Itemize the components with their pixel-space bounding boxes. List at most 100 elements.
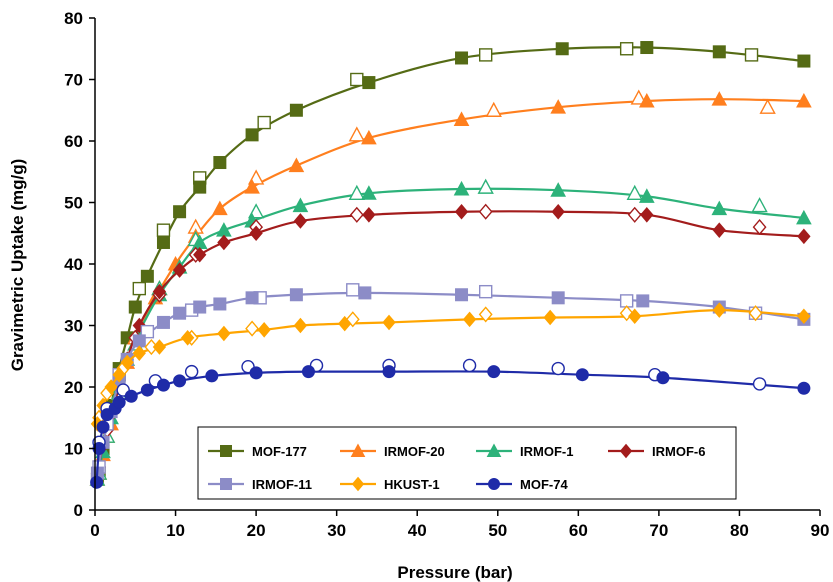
y-tick-label: 30 [64, 317, 83, 336]
adsorption-point [796, 92, 812, 108]
adsorption-point [796, 209, 812, 225]
desorption-point [132, 281, 147, 296]
legend-marker [220, 445, 232, 457]
desorption-point [485, 101, 502, 117]
legend-item: IRMOF-20 [340, 443, 445, 459]
adsorption-point [288, 157, 305, 173]
adsorption-point [245, 291, 259, 305]
adsorption-point [543, 309, 557, 326]
adsorption-point [289, 103, 303, 117]
adsorption-point [711, 200, 728, 216]
adsorption-point [120, 354, 134, 371]
series-mof-74 [90, 358, 811, 489]
adsorption-point [193, 247, 207, 263]
adsorption-point [249, 366, 263, 380]
adsorption-point [173, 205, 187, 219]
adsorption-point [249, 225, 263, 242]
adsorption-point [551, 291, 565, 305]
legend-label: MOF-177 [252, 444, 307, 459]
adsorption-point [638, 92, 655, 108]
legend-item: HKUST-1 [340, 476, 440, 492]
y-tick-label: 60 [64, 132, 83, 151]
adsorption-point [636, 294, 650, 308]
adsorption-point [152, 283, 167, 300]
legend-label: IRMOF-11 [252, 477, 312, 492]
adsorption-point [361, 185, 377, 200]
legend-item: IRMOF-11 [208, 477, 312, 492]
adsorption-point [797, 54, 811, 68]
adsorption-point [455, 51, 469, 65]
x-tick-label: 50 [488, 521, 507, 540]
y-tick-label: 20 [64, 378, 83, 397]
desorption-point [751, 197, 768, 213]
plot-area [89, 41, 812, 489]
y-tick-label: 0 [74, 501, 83, 520]
adsorption-point [213, 156, 227, 170]
adsorption-point [140, 383, 154, 397]
adsorption-point [711, 91, 728, 106]
desorption-point [752, 377, 767, 391]
adsorption-point [193, 300, 207, 314]
adsorption-point [173, 374, 187, 388]
desorption-point [630, 89, 647, 105]
adsorption-point [382, 365, 396, 379]
legend-box [197, 426, 737, 500]
adsorption-point [156, 315, 170, 329]
legend: MOF-177 IRMOF-20 IRMOF-1 IRMOF-6 IRMOF-11 HKU… [197, 426, 737, 500]
adsorption-point [112, 395, 126, 409]
adsorption-point [575, 368, 589, 382]
adsorption-point [293, 213, 308, 229]
adsorption-point [640, 41, 654, 55]
desorption-point [551, 361, 565, 376]
axes: 0 10 20 30 40 50 60 70 80 0 10 20 30 40 50 60 70 80 90 [64, 9, 829, 540]
y-tick-label: 40 [64, 255, 83, 274]
adsorption-point [212, 200, 228, 216]
adsorption-point [292, 197, 309, 213]
desorption-point [477, 178, 494, 194]
adsorption-point [656, 371, 670, 385]
x-tick-label: 0 [90, 521, 99, 540]
legend-marker [486, 443, 502, 457]
adsorption-point [173, 306, 187, 320]
adsorption-point [361, 129, 377, 145]
x-tick-label: 90 [811, 521, 830, 540]
adsorption-point [628, 308, 642, 325]
desorption-point [349, 206, 364, 223]
legend-item: IRMOF-1 [476, 443, 573, 459]
desorption-point [346, 283, 360, 297]
adsorption-point [712, 45, 726, 59]
adsorption-point [797, 381, 811, 395]
desorption-point [348, 126, 365, 142]
desorption-point [478, 306, 493, 323]
adsorption-point [289, 288, 303, 302]
desorption-point [245, 320, 260, 337]
adsorption-point [213, 297, 227, 311]
legend-label: IRMOF-20 [384, 444, 445, 459]
adsorption-point [156, 378, 170, 392]
adsorption-point [551, 203, 565, 220]
adsorption-point [797, 228, 811, 245]
desorption-point [478, 284, 493, 299]
adsorption-point [455, 288, 469, 302]
desorption-point [744, 48, 759, 62]
desorption-point [752, 219, 767, 236]
desorption-point [156, 223, 171, 237]
adsorption-point [245, 128, 259, 142]
adsorption-point [152, 339, 167, 355]
adsorption-point [362, 76, 376, 90]
adsorption-point [550, 182, 567, 197]
series-hkust-1 [90, 302, 811, 432]
adsorption-point [712, 222, 726, 238]
adsorption-point [453, 111, 470, 126]
adsorption-point [128, 300, 142, 314]
adsorption-point [90, 475, 104, 489]
adsorption-point [140, 269, 154, 283]
y-axis-title: Gravimetric Uptake (mg/g) [8, 159, 27, 372]
adsorption-point [217, 234, 231, 251]
adsorption-point [454, 203, 469, 220]
desorption-point [759, 98, 776, 114]
desorption-point [348, 184, 365, 200]
legend-item: IRMOF-6 [608, 443, 705, 459]
x-tick-label: 60 [569, 521, 588, 540]
